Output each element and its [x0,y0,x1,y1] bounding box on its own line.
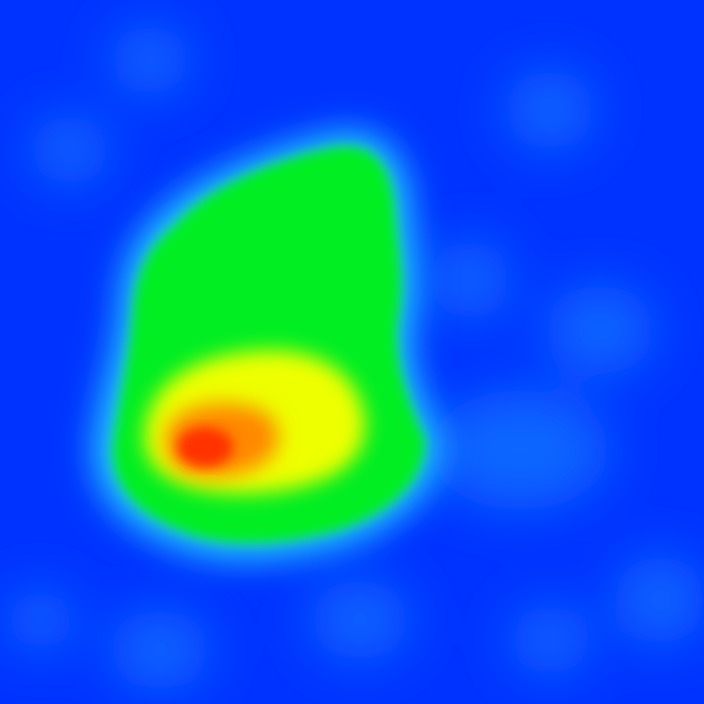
heatmap-peak [177,427,233,467]
background-noise-blobs [5,25,704,690]
